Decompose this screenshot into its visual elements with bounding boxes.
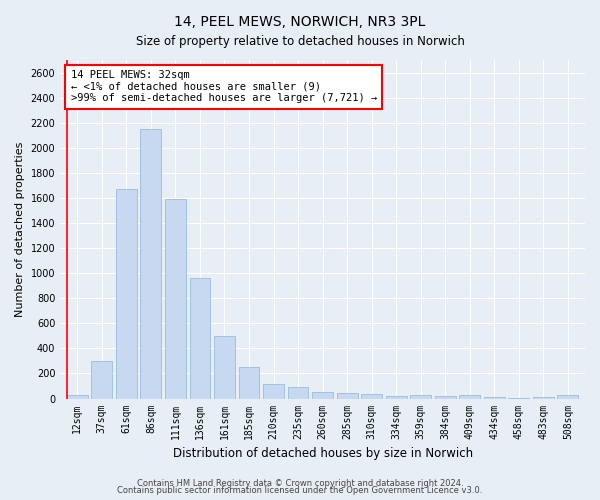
Bar [557, 396, 578, 398]
X-axis label: Distribution of detached houses by size in Norwich: Distribution of detached houses by size … [173, 447, 473, 460]
Bar [140, 129, 161, 398]
Text: Contains public sector information licensed under the Open Government Licence v3: Contains public sector information licen… [118, 486, 482, 495]
Text: Contains HM Land Registry data © Crown copyright and database right 2024.: Contains HM Land Registry data © Crown c… [137, 478, 463, 488]
Bar [263, 384, 284, 398]
Bar [239, 367, 259, 398]
Bar [116, 189, 137, 398]
Bar [287, 386, 308, 398]
Bar [165, 199, 186, 398]
Bar [312, 392, 333, 398]
Bar [435, 396, 455, 398]
Bar [386, 396, 407, 398]
Text: Size of property relative to detached houses in Norwich: Size of property relative to detached ho… [136, 35, 464, 48]
Bar [91, 361, 112, 399]
Text: 14, PEEL MEWS, NORWICH, NR3 3PL: 14, PEEL MEWS, NORWICH, NR3 3PL [175, 15, 425, 29]
Bar [67, 396, 88, 398]
Bar [337, 393, 358, 398]
Text: 14 PEEL MEWS: 32sqm
← <1% of detached houses are smaller (9)
>99% of semi-detach: 14 PEEL MEWS: 32sqm ← <1% of detached ho… [71, 70, 377, 103]
Bar [361, 394, 382, 398]
Bar [533, 396, 554, 398]
Bar [410, 396, 431, 398]
Bar [484, 396, 505, 398]
Bar [460, 396, 480, 398]
Bar [190, 278, 211, 398]
Y-axis label: Number of detached properties: Number of detached properties [15, 142, 25, 317]
Bar [214, 336, 235, 398]
